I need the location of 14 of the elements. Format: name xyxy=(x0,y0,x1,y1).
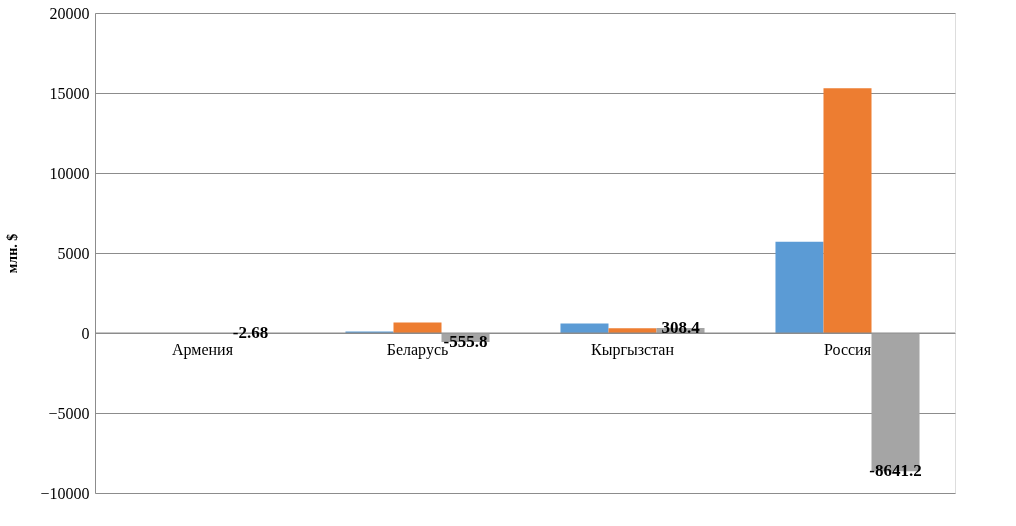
x-tick-label: Россия xyxy=(823,340,872,358)
y-tick-label: 10000 xyxy=(49,164,90,182)
y-tick-label: 20000 xyxy=(49,4,90,22)
data-label: 308.4 xyxy=(661,318,701,338)
data-label: -8641.2 xyxy=(869,461,922,481)
y-tick-label: −10000 xyxy=(40,484,90,502)
data-label: -2.68 xyxy=(232,323,269,343)
y-tick-label: 15000 xyxy=(49,84,90,102)
y-tick-label: 5000 xyxy=(57,244,90,262)
y-axis-title: млн. $ xyxy=(5,233,21,274)
y-tick-label: −5000 xyxy=(48,404,90,422)
x-tick-label: Армения xyxy=(171,340,234,359)
x-tick-label: Кыргызстан xyxy=(590,340,675,359)
y-tick-label: 0 xyxy=(81,324,90,342)
